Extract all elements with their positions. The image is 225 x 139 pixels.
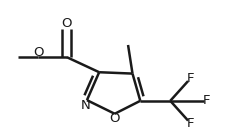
Text: F: F [187, 117, 194, 130]
Text: O: O [62, 17, 72, 30]
Text: O: O [110, 112, 120, 126]
Text: F: F [203, 94, 211, 107]
Text: F: F [187, 72, 194, 85]
Text: N: N [81, 99, 91, 112]
Text: O: O [33, 46, 43, 59]
